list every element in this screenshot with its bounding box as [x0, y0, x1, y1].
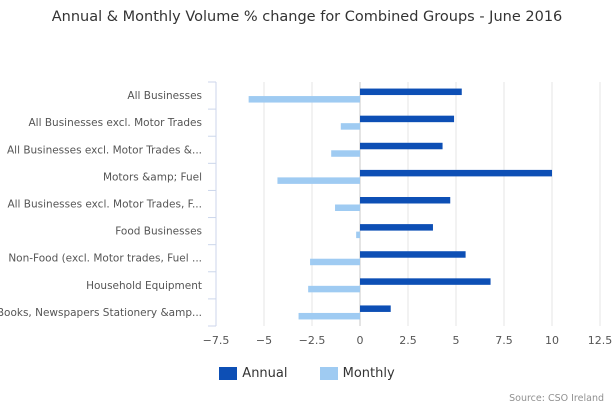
chart-title: Annual & Monthly Volume % change for Com…: [51, 9, 563, 25]
x-tick-label: −2.5: [299, 334, 326, 347]
bar-monthly[interactable]: [356, 231, 360, 239]
bar-monthly[interactable]: [298, 312, 360, 320]
x-tick-label: 10: [545, 334, 559, 347]
bar-annual[interactable]: [360, 88, 462, 96]
bar-monthly[interactable]: [331, 150, 360, 157]
bar-monthly[interactable]: [340, 123, 360, 130]
bar-annual[interactable]: [360, 224, 433, 231]
bar-monthly[interactable]: [335, 204, 360, 212]
bar-monthly[interactable]: [310, 258, 360, 266]
legend-swatch-monthly: [319, 367, 338, 380]
category-label: All Businesses excl. Motor Trades: [29, 117, 203, 129]
legend: Annual Monthly: [0, 366, 614, 384]
category-axis: All Businesses All Businesses excl. Motor…: [0, 90, 202, 319]
category-label: Motors &amp; Fuel: [103, 171, 202, 183]
category-label: Household Equipment: [86, 280, 202, 292]
legend-label-annual: Annual: [242, 366, 288, 381]
bar-annual[interactable]: [360, 305, 391, 312]
bar-annual[interactable]: [360, 251, 466, 258]
bar-monthly[interactable]: [248, 96, 360, 103]
x-tick-label: 7.5: [495, 334, 513, 347]
value-axis: −7.5 −5 −2.5 0 2.5 5 7.5 10 12.5: [203, 334, 613, 347]
category-label: All Businesses excl. Motor Trades, F...: [7, 199, 202, 211]
x-tick-label: 0: [357, 334, 364, 347]
legend-swatch-annual: [219, 367, 238, 380]
x-tick-label: −5: [256, 334, 272, 347]
legend-item-annual[interactable]: Annual: [219, 366, 288, 381]
credits: Source: CSO Ireland: [509, 393, 604, 404]
bar-monthly[interactable]: [277, 177, 360, 184]
bar-series: [248, 88, 552, 320]
x-tick-label: 2.5: [399, 334, 417, 347]
bar-annual[interactable]: [360, 115, 455, 123]
bar-monthly[interactable]: [308, 285, 360, 293]
x-tick-label: −7.5: [203, 334, 230, 347]
bar-annual[interactable]: [360, 278, 491, 285]
bar-annual[interactable]: [360, 197, 451, 204]
bar-annual[interactable]: [360, 142, 443, 150]
category-label: Non-Food (excl. Motor trades, Fuel ...: [8, 253, 202, 265]
x-tick-label: 5: [453, 334, 460, 347]
bar-annual[interactable]: [360, 169, 552, 177]
x-tick-label: 12.5: [588, 334, 613, 347]
category-label: All Businesses: [127, 90, 202, 102]
category-label: Books, Newspapers Stationery &amp...: [0, 307, 202, 319]
category-label: All Businesses excl. Motor Trades &...: [7, 144, 202, 156]
legend-item-monthly[interactable]: Monthly: [319, 366, 395, 381]
category-label: Food Businesses: [115, 226, 202, 238]
grid-lines: [208, 81, 601, 327]
legend-label-monthly: Monthly: [342, 366, 395, 381]
